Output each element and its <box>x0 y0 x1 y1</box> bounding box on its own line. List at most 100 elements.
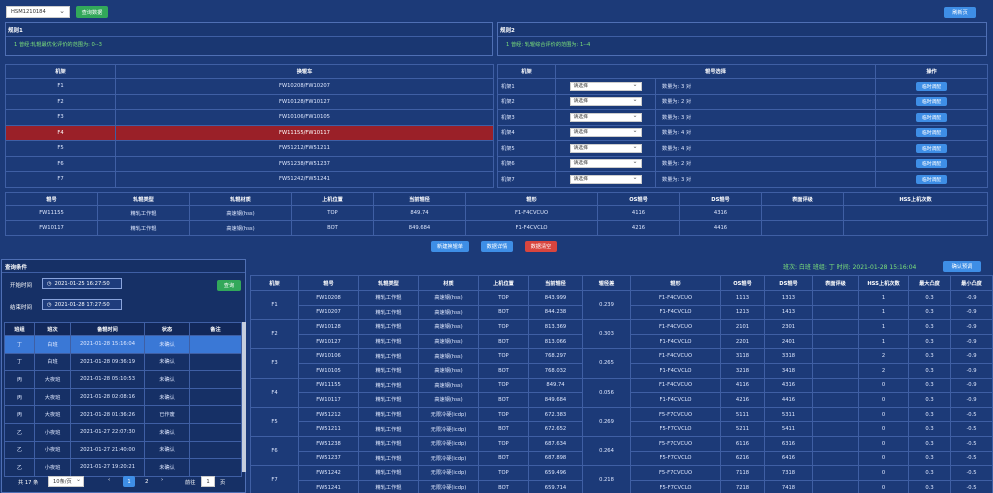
table-row[interactable]: F2 FW10128 精轧工作辊 高速钢(hss) TOP 813.369 0.303 F1-… <box>250 319 993 350</box>
main-cell: 0 <box>858 450 909 467</box>
main-cell: 843.999 <box>528 290 583 306</box>
temp-allocate-button[interactable]: 临时调配 <box>915 112 948 122</box>
main-cell: -0.9 <box>950 348 993 364</box>
shift-cell: 未确认 <box>144 335 190 354</box>
roll-car-cell: FW51242/FW51241 <box>115 171 494 188</box>
table-row[interactable]: FW51237 精轧工作辊 无限冷硬(icdp) BOT 687.898 F5-F7CVC… <box>251 450 993 467</box>
main-cell: TOP <box>478 435 529 452</box>
roll-select-dropdown[interactable]: 请选择 <box>569 158 642 169</box>
main-cell: FW10117 <box>298 392 359 408</box>
table-row[interactable]: F5 FW51212/FW51211 <box>5 140 494 157</box>
page-size-select[interactable]: 10条/页 ⌄ <box>48 476 84 487</box>
table-row[interactable]: F6 FW51238 精轧工作辊 无限冷硬(icdp) TOP 687.634 0.264 F… <box>250 435 993 467</box>
mill-select[interactable]: HSM1210184 ⌄ <box>6 6 70 18</box>
main-cell: 7218 <box>720 479 765 493</box>
table-row[interactable]: FW51241 精轧工作辊 无限冷硬(icdp) BOT 659.714 F5-F7CVC… <box>251 479 993 493</box>
table-row[interactable]: F1 FW10208 精轧工作辊 高速钢(hss) TOP 843.999 0.239 F1-… <box>250 289 993 321</box>
detail-cell: 4116 <box>597 205 680 221</box>
detail-cell: 4316 <box>679 205 762 221</box>
main-cell: FW10105 <box>298 362 359 379</box>
main-cell: 0 <box>858 406 909 423</box>
prev-page-icon[interactable]: ‹ <box>108 477 111 483</box>
detail-cell <box>843 220 988 236</box>
stand-cell: F3 <box>5 109 116 126</box>
roll-select-dropdown[interactable]: 请选择 <box>569 143 642 153</box>
count-cell: 数量为: 2 对 <box>654 93 877 110</box>
new-roll-change-button[interactable]: 新建换辊单 <box>431 241 469 252</box>
scrollbar[interactable] <box>242 322 246 472</box>
refresh-button[interactable]: 刷新页 <box>944 7 976 18</box>
table-row[interactable]: FW51211 精轧工作辊 无限冷硬(icdp) BOT 672.652 F5-F7CVC… <box>251 421 993 437</box>
table-row[interactable]: 乙小夜班 2021-01-27 19:20:21 未确认 <box>4 458 242 477</box>
table-row[interactable]: F7 FW51242/FW51241 <box>5 171 494 188</box>
table-row[interactable]: F6 FW51238/FW51237 <box>5 155 494 172</box>
main-cell: BOT <box>478 304 529 321</box>
stand-cell: F5 <box>250 406 299 437</box>
table-row[interactable]: 丙大夜班 2021-01-28 05:10:53 未确认 <box>4 370 242 389</box>
table-row[interactable]: FW11155 精轧工作辊 高速钢(hss) TOP 849.74 F1-F4CVCUO 4… <box>5 205 988 221</box>
main-cell: 0 <box>858 421 909 437</box>
main-cell: 0.3 <box>908 392 951 408</box>
main-cell: -0.5 <box>950 450 993 467</box>
table-row[interactable]: 丁白班 2021-01-28 15:16:04 未确认 <box>4 335 242 354</box>
table-row: 机架5 请选择 数量为: 4 对 临时调配 <box>497 140 989 157</box>
table-row[interactable]: 乙小夜班 2021-01-27 22:07:30 未确认 <box>4 422 242 442</box>
roll-select-dropdown[interactable]: 请选择 <box>569 96 642 107</box>
table-row[interactable]: F3 FW10106 精轧工作辊 高速钢(hss) TOP 768.297 0.265 F1-… <box>250 348 993 379</box>
shift-cell <box>189 387 242 407</box>
end-time-label: 结束时间 <box>10 305 33 311</box>
table-row[interactable]: F1 FW10208/FW10207 <box>5 78 494 95</box>
main-cell: 无限冷硬(icdp) <box>418 465 479 481</box>
main-cell: 7318 <box>764 465 813 481</box>
temp-allocate-button[interactable]: 临时调配 <box>915 81 948 91</box>
confirm-preset-button[interactable]: 确认预调 <box>943 261 981 272</box>
query-data-button[interactable]: 查询数据 <box>76 6 108 18</box>
data-clear-button[interactable]: 数据清空 <box>525 241 557 252</box>
main-cell: BOT <box>478 392 529 408</box>
main-cell: 1413 <box>764 304 813 321</box>
col-stand: 机架 <box>5 64 116 79</box>
roll-select-dropdown[interactable]: 请选择 <box>569 174 642 184</box>
roll-select-dropdown[interactable]: 请选择 <box>569 127 642 138</box>
detail-col-header: DS辊号 <box>679 192 762 206</box>
main-cell: 1 <box>858 304 909 321</box>
main-cell: 687.898 <box>528 450 583 467</box>
main-cell: 4116 <box>720 377 765 394</box>
roll-select-dropdown[interactable]: 请选择 <box>569 112 642 122</box>
main-cell: 2301 <box>764 319 813 335</box>
page-1-button[interactable]: 1 <box>123 476 135 487</box>
table-row[interactable]: 丙大夜班 2021-01-28 01:36:26 已作废 <box>4 405 242 424</box>
temp-allocate-button[interactable]: 临时调配 <box>915 143 948 153</box>
roll-select-cell: 请选择 <box>555 140 656 157</box>
table-row[interactable]: F5 FW51212 精轧工作辊 无限冷硬(icdp) TOP 672.383 0.269 F… <box>250 406 993 437</box>
main-cell: 0.3 <box>908 304 951 321</box>
main-cell: 849.74 <box>528 377 583 394</box>
shift-cell: 2021-01-28 02:08:16 <box>70 387 145 407</box>
main-cell: TOP <box>478 290 529 306</box>
table-row[interactable]: F4 FW11155 精轧工作辊 高速钢(hss) TOP 849.74 0.056 F1-F… <box>250 377 993 408</box>
temp-allocate-button[interactable]: 临时调配 <box>915 97 948 107</box>
temp-allocate-button[interactable]: 临时调配 <box>915 128 948 138</box>
search-button[interactable]: 查询 <box>217 280 241 291</box>
main-cell: F1-F4CVCUO <box>630 290 721 306</box>
roll-select-dropdown[interactable]: 请选择 <box>569 81 642 91</box>
table-row[interactable]: FW10117 精轧工作辊 高速钢(hss) BOT 849.684 F1-F4CVCLO… <box>5 220 988 236</box>
table-row[interactable]: F3 FW10106/FW10105 <box>5 109 494 126</box>
main-cell: 3218 <box>720 362 765 379</box>
start-time-input[interactable]: ◷ 2021-01-25 16:27:50 <box>42 278 122 289</box>
shift-cell: 白班 <box>34 335 71 354</box>
table-row[interactable]: F2 FW10128/FW10127 <box>5 93 494 110</box>
table-row[interactable]: 乙小夜班 2021-01-27 21:40:00 未确认 <box>4 440 242 460</box>
page-2-button[interactable]: 2 <box>145 479 149 485</box>
main-cell: 高速钢(hss) <box>418 392 479 408</box>
temp-allocate-button[interactable]: 临时调配 <box>915 159 948 169</box>
next-page-icon[interactable]: › <box>161 477 164 483</box>
table-row[interactable]: 丙大夜班 2021-01-28 02:08:16 未确认 <box>4 387 242 407</box>
table-row[interactable]: F4 FW11155/FW10117 <box>5 124 494 141</box>
table-row[interactable]: F7 FW51242 精轧工作辊 无限冷硬(icdp) TOP 659.496 0.218 F… <box>250 465 993 493</box>
data-detail-button[interactable]: 数据详情 <box>481 241 513 252</box>
end-time-input[interactable]: ◷ 2021-01-28 17:27:50 <box>42 299 122 310</box>
table-row[interactable]: 丁白班 2021-01-28 09:36:19 未确认 <box>4 352 242 372</box>
page-input[interactable]: 1 <box>201 476 215 487</box>
temp-allocate-button[interactable]: 临时调配 <box>915 174 948 184</box>
